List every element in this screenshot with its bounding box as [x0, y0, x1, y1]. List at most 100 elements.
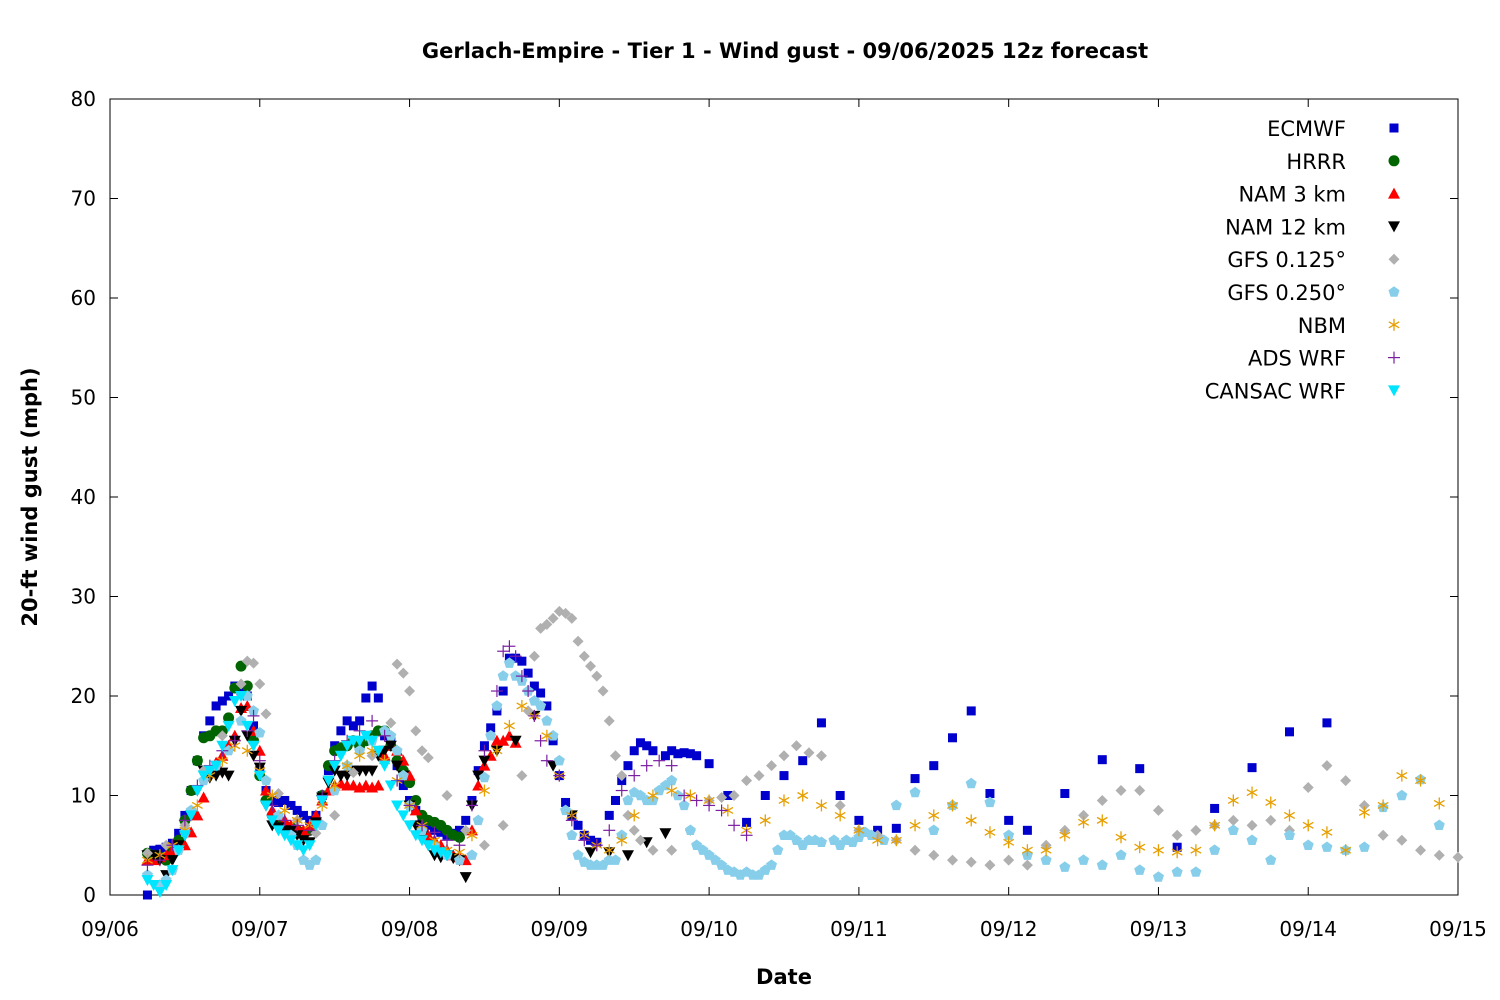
x-tick-label: 09/15 — [1429, 917, 1487, 941]
data-point — [472, 779, 485, 791]
data-point — [441, 790, 453, 801]
data-point — [1171, 846, 1183, 859]
series-markers — [141, 605, 1464, 900]
data-point — [1246, 819, 1258, 831]
data-point — [647, 789, 659, 802]
data-point — [359, 730, 372, 742]
data-point — [247, 709, 260, 722]
y-axis: 0 10 20 30 40 50 60 70 80 — [71, 87, 1458, 907]
data-point — [715, 804, 728, 817]
data-point — [286, 800, 296, 810]
data-point — [472, 770, 485, 782]
data-point — [274, 797, 283, 807]
data-point — [1004, 815, 1014, 825]
data-point — [1246, 834, 1258, 845]
data-point — [197, 770, 210, 782]
data-point — [659, 828, 672, 840]
data-point — [611, 795, 620, 805]
data-point — [528, 709, 541, 722]
data-point — [891, 823, 901, 833]
data-point — [1433, 849, 1445, 861]
data-point — [909, 786, 921, 798]
data-point — [948, 733, 957, 743]
data-point — [516, 699, 528, 712]
data-point — [890, 834, 902, 847]
legend-label: NBM — [1298, 314, 1346, 338]
data-point — [1134, 864, 1146, 875]
data-point — [965, 856, 977, 868]
data-point — [704, 759, 714, 769]
data-point — [909, 844, 921, 856]
data-point — [1096, 814, 1108, 827]
data-point — [578, 650, 590, 662]
data-point — [141, 847, 153, 859]
data-point — [172, 845, 185, 857]
legend-label: NAM 12 km — [1225, 215, 1346, 239]
data-point — [1452, 851, 1464, 863]
data-point — [629, 746, 639, 756]
data-point — [485, 730, 497, 741]
data-point — [946, 799, 959, 812]
data-point — [216, 767, 229, 779]
data-point — [634, 834, 646, 846]
data-point — [1377, 829, 1389, 841]
data-point — [965, 777, 977, 789]
data-point — [292, 805, 302, 815]
data-point — [1097, 755, 1107, 765]
data-point — [666, 774, 678, 786]
data-point — [666, 784, 678, 797]
data-point — [653, 754, 666, 767]
data-point — [266, 815, 279, 827]
data-point — [466, 829, 478, 842]
data-point — [517, 656, 527, 666]
data-point — [522, 685, 535, 698]
data-point — [355, 716, 365, 726]
data-point — [515, 670, 528, 683]
data-point — [1246, 786, 1258, 799]
data-point — [378, 729, 391, 742]
data-point — [572, 849, 584, 860]
data-point — [1285, 727, 1294, 737]
data-point — [366, 714, 379, 727]
data-point — [336, 726, 346, 736]
data-point — [490, 685, 503, 698]
data-point — [416, 745, 428, 757]
data-point — [984, 796, 996, 808]
data-point — [703, 799, 716, 812]
data-point — [1227, 824, 1239, 836]
data-point — [297, 845, 310, 857]
y-tick-label: 20 — [71, 684, 96, 708]
data-point — [372, 779, 385, 791]
data-point — [928, 849, 940, 861]
data-point — [328, 760, 341, 772]
data-point — [622, 794, 634, 806]
data-point — [404, 685, 416, 697]
x-tick-label: 09/14 — [1279, 917, 1337, 941]
data-point — [640, 759, 653, 772]
data-point — [278, 814, 291, 827]
y-axis-label: 20-ft wind gust (mph) — [18, 367, 42, 626]
data-point — [603, 715, 615, 727]
legend-item: NBM — [1298, 314, 1400, 338]
legend-item: HRRR — [1286, 150, 1400, 174]
data-point — [1209, 819, 1221, 832]
x-tick-label: 09/11 — [830, 917, 888, 941]
data-point — [416, 835, 429, 847]
data-point — [667, 746, 677, 756]
data-point — [678, 789, 691, 802]
data-point — [572, 635, 584, 647]
series-ads-wrf — [141, 640, 753, 872]
data-point — [692, 751, 702, 761]
legend-marker — [1388, 318, 1400, 331]
data-point — [1283, 809, 1296, 822]
data-point — [984, 859, 996, 871]
legend-item: ECMWF — [1267, 117, 1399, 141]
data-point — [260, 774, 272, 786]
data-point — [503, 719, 515, 732]
data-point — [509, 735, 522, 747]
data-point — [329, 809, 341, 821]
data-point — [341, 740, 354, 752]
data-point — [367, 681, 377, 691]
data-point — [166, 855, 179, 867]
